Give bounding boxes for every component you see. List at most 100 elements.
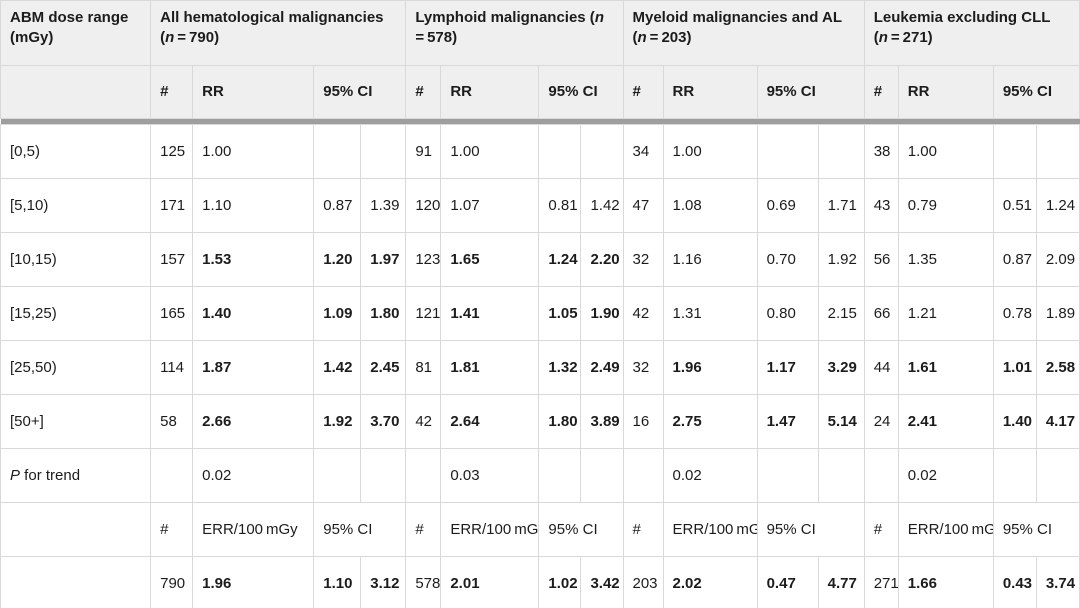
ci-lower-cell — [992, 124, 1037, 179]
group-header-lymphoid: Lymphoid malignancies (n = 578) — [405, 0, 624, 66]
case-count-cell: 120 — [405, 178, 442, 233]
ci-column-subheader: 95% CI — [992, 502, 1080, 557]
empty-cell — [0, 502, 152, 557]
italic-p: P — [10, 467, 21, 484]
ci-lower-cell: 0.80 — [756, 286, 819, 341]
ci-upper-cell: 3.74 — [1035, 556, 1080, 608]
table-row-dose-range: [10,15) 157 1.53 1.20 1.97 123 1.65 1.24 2.20 32 1… — [0, 232, 1080, 287]
table-row-err: 790 1.96 1.10 3.12 578 2.01 1.02 3.42 203 2.02 0.4… — [0, 556, 1080, 608]
empty-cell — [1035, 448, 1080, 503]
count-column-subheader: # — [405, 502, 442, 557]
case-count-cell: 66 — [863, 286, 899, 341]
rr-value-cell: 1.07 — [440, 178, 540, 233]
rr-value-cell: 1.08 — [662, 178, 758, 233]
ci-lower-cell: 0.47 — [756, 556, 819, 608]
empty-cell — [0, 556, 152, 608]
rr-column-header: RR — [897, 65, 994, 119]
ci-lower-cell: 0.51 — [992, 178, 1037, 233]
case-count-cell: 44 — [863, 340, 899, 395]
rr-value-cell: 2.66 — [192, 394, 315, 449]
separator-bar — [0, 118, 1080, 125]
empty-cell — [622, 448, 664, 503]
table-row-p-for-trend: P for trend 0.02 0.03 0.02 0.02 — [0, 448, 1080, 503]
p-trend-value-cell: 0.02 — [897, 448, 994, 503]
table-row-dose-range: [0,5) 125 1.00 91 1.00 34 1.00 38 1.00 — [0, 124, 1080, 179]
rr-value-cell: 1.87 — [192, 340, 315, 395]
case-count-cell: 203 — [622, 556, 664, 608]
p-for-trend-label: P for trend — [0, 448, 152, 503]
ci-lower-cell: 0.43 — [992, 556, 1037, 608]
ci-column-header: 95% CI — [992, 65, 1080, 119]
ci-column-header: 95% CI — [313, 65, 407, 119]
table-row-dose-range: [50+] 58 2.66 1.92 3.70 42 2.64 1.80 3.89 16 2.75 1… — [0, 394, 1080, 449]
rr-value-cell: 1.35 — [897, 232, 994, 287]
err-value-cell: 2.02 — [662, 556, 758, 608]
dose-range-label: [25,50) — [0, 340, 152, 395]
rr-value-cell: 1.96 — [662, 340, 758, 395]
group-title-n: = 271) — [887, 28, 933, 46]
ci-upper-cell: 3.12 — [360, 556, 407, 608]
dose-range-label: [15,25) — [0, 286, 152, 341]
ci-column-header: 95% CI — [538, 65, 624, 119]
ci-lower-cell: 1.20 — [313, 232, 362, 287]
err-column-subheader: ERR/100 mGy — [662, 502, 758, 557]
ci-upper-cell: 2.49 — [580, 340, 624, 395]
ci-lower-cell — [313, 124, 362, 179]
ci-upper-cell: 4.17 — [1035, 394, 1080, 449]
ci-column-header: 95% CI — [756, 65, 865, 119]
ci-upper-cell — [360, 124, 407, 179]
rr-value-cell: 2.75 — [662, 394, 758, 449]
err-value-cell: 1.96 — [192, 556, 315, 608]
empty-cell — [150, 448, 194, 503]
case-count-cell: 42 — [405, 394, 442, 449]
ci-lower-cell: 1.09 — [313, 286, 362, 341]
count-column-subheader: # — [863, 502, 899, 557]
dose-range-label: [0,5) — [0, 124, 152, 179]
ci-lower-cell: 0.87 — [992, 232, 1037, 287]
ci-upper-cell — [817, 124, 865, 179]
group-title: Myeloid malignancies and AL ( — [632, 9, 842, 46]
ci-upper-cell: 2.09 — [1035, 232, 1080, 287]
rr-value-cell: 2.64 — [440, 394, 540, 449]
ci-upper-cell: 1.42 — [580, 178, 624, 233]
count-column-header: # — [150, 65, 194, 119]
err-value-cell: 2.01 — [440, 556, 540, 608]
ci-upper-cell: 2.15 — [817, 286, 865, 341]
case-count-cell: 58 — [150, 394, 194, 449]
group-header-leukemia-excl-cll: Leukemia excluding CLL (n = 271) — [863, 0, 1080, 66]
empty-cell — [992, 448, 1037, 503]
group-header-row: ABM dose range (mGy) All hematological m… — [0, 0, 1080, 66]
ci-upper-cell: 1.24 — [1035, 178, 1080, 233]
p-trend-value-cell: 0.02 — [662, 448, 758, 503]
case-count-cell: 123 — [405, 232, 442, 287]
dose-range-title: ABM dose range (mGy) — [10, 9, 129, 46]
ci-upper-cell: 3.89 — [580, 394, 624, 449]
table-row-dose-range: [5,10) 171 1.10 0.87 1.39 120 1.07 0.81 1.42 47 1.… — [0, 178, 1080, 233]
ci-upper-cell: 1.39 — [360, 178, 407, 233]
rr-column-header: RR — [662, 65, 758, 119]
ci-lower-cell — [756, 124, 819, 179]
ci-column-subheader: 95% CI — [756, 502, 865, 557]
case-count-cell: 32 — [622, 232, 664, 287]
ci-upper-cell: 1.80 — [360, 286, 407, 341]
group-header-all-hematological: All hematological malignancies (n = 790) — [150, 0, 407, 66]
ci-upper-cell: 1.92 — [817, 232, 865, 287]
empty-cell — [538, 448, 582, 503]
ci-upper-cell — [1035, 124, 1080, 179]
case-count-cell: 578 — [405, 556, 442, 608]
ci-column-subheader: 95% CI — [538, 502, 624, 557]
ci-upper-cell: 1.90 — [580, 286, 624, 341]
ci-upper-cell: 3.42 — [580, 556, 624, 608]
group-title-n: = 790) — [174, 28, 220, 46]
empty-cell — [580, 448, 624, 503]
dose-range-label: [10,15) — [0, 232, 152, 287]
italic-n: n — [637, 28, 647, 46]
ci-upper-cell: 1.71 — [817, 178, 865, 233]
rr-value-cell: 2.41 — [897, 394, 994, 449]
err-value-cell: 1.66 — [897, 556, 994, 608]
ci-upper-cell — [580, 124, 624, 179]
case-count-cell: 91 — [405, 124, 442, 179]
ci-lower-cell: 1.42 — [313, 340, 362, 395]
